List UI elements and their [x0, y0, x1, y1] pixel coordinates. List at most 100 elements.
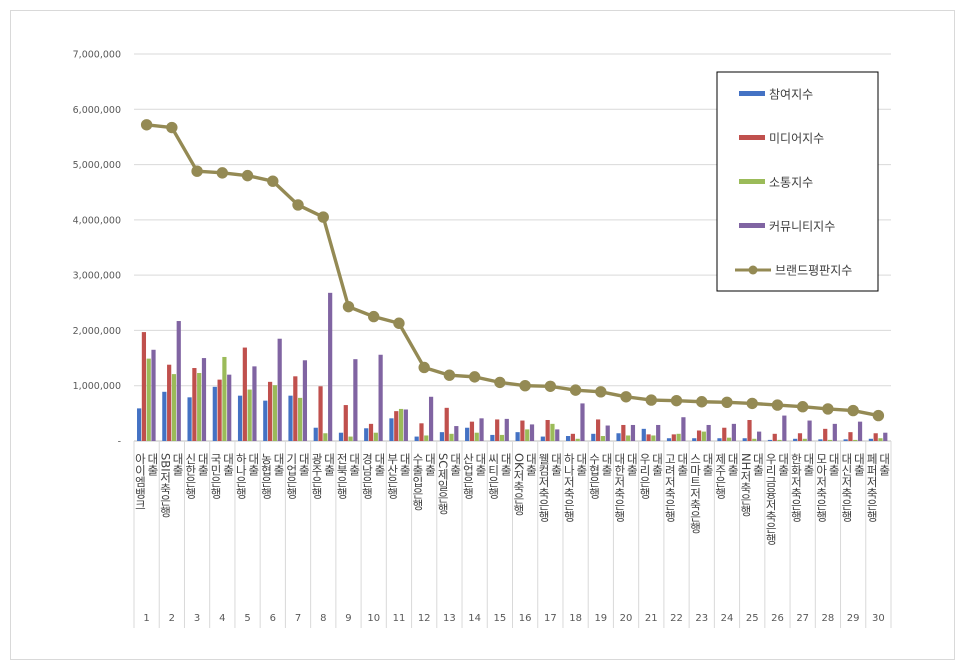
bar: [197, 372, 202, 441]
category-label-word: 고려저축은행: [663, 453, 677, 522]
bar: [439, 432, 445, 441]
line-point: [544, 380, 557, 392]
line-point: [494, 376, 506, 389]
bar: [419, 423, 424, 441]
bar: [681, 417, 686, 441]
bar: [540, 436, 545, 441]
bar: [348, 436, 353, 441]
category-label-word: 웰컴저축은행: [537, 453, 551, 522]
bar: [671, 434, 676, 441]
bar: [428, 396, 434, 441]
line-point: [241, 169, 254, 182]
rank-label: 19: [594, 613, 607, 624]
y-tick-label: 6,000,000: [73, 105, 121, 116]
bar: [706, 424, 711, 441]
rank-label: 5: [244, 613, 250, 624]
category-label-word: NH저축은행: [739, 453, 753, 516]
line-point: [267, 175, 279, 187]
category-label-word: 모아저축은행: [815, 453, 829, 522]
bar: [389, 418, 394, 441]
category-label-word: 아이엠뱅크: [133, 453, 147, 511]
category-label-word: 대출: [701, 453, 715, 476]
bar: [353, 359, 358, 441]
bar: [717, 438, 722, 441]
line-point: [216, 167, 229, 179]
y-tick-label: 2,000,000: [73, 326, 121, 337]
rank-label: 13: [443, 613, 456, 624]
rank-label: 30: [872, 613, 885, 624]
category-label-word: SC제일은행: [436, 453, 450, 514]
category-label-word: 우리은행: [638, 453, 652, 499]
category-label-word: 수출입은행: [411, 453, 425, 511]
bar: [515, 432, 520, 441]
rank-label: 8: [320, 613, 326, 624]
legend-item: 소통지수: [739, 176, 813, 190]
category-label-word: 대출: [651, 453, 665, 476]
bar: [227, 374, 232, 441]
line-point: [443, 369, 456, 381]
bar: [726, 437, 732, 441]
category-label-word: 대출: [171, 453, 185, 476]
legend-swatch: [739, 223, 765, 228]
rank-label: 14: [468, 613, 481, 624]
rank-label: 3: [194, 613, 200, 624]
rank-label: 2: [169, 613, 175, 624]
bar: [267, 381, 273, 441]
bar: [323, 433, 328, 441]
rank-label: 21: [645, 613, 658, 624]
line-point: [368, 310, 380, 323]
category-label-word: 대출: [449, 453, 463, 476]
category-label-word: 대출: [297, 453, 311, 476]
chart-svg: - 1,000,000 2,000,000 3,000,000 4,000,000 5,0…: [73, 50, 892, 628]
bar: [752, 438, 757, 441]
bar: [187, 397, 192, 441]
rank-label: 17: [544, 613, 557, 624]
bar: [263, 400, 268, 441]
bar: [328, 292, 333, 441]
bar: [252, 366, 257, 441]
bar: [222, 356, 227, 441]
bar: [277, 338, 282, 441]
rank-label: 23: [695, 613, 708, 624]
bar: [288, 395, 293, 441]
bar: [823, 428, 828, 441]
line-point: [140, 119, 153, 131]
bar: [414, 436, 419, 441]
bar: [454, 426, 459, 441]
line-point: [292, 199, 304, 211]
line-point: [620, 391, 632, 403]
bar: [701, 431, 706, 441]
line-point: [569, 384, 582, 396]
bar: [832, 423, 837, 441]
bar: [338, 432, 344, 441]
bar: [545, 419, 550, 441]
bar: [167, 364, 172, 441]
rank-label: 27: [796, 613, 809, 624]
bar: [848, 432, 853, 441]
bar: [767, 439, 773, 441]
bar: [525, 429, 530, 441]
category-label-word: 대신저축은행: [840, 453, 854, 522]
bar: [555, 429, 560, 441]
bar: [490, 434, 495, 441]
bar: [137, 408, 142, 441]
category-label-word: 대출: [423, 453, 437, 476]
category-label-word: 대출: [878, 453, 892, 476]
bar: [878, 438, 883, 441]
rank-label: 26: [771, 613, 784, 624]
rank-label: 28: [822, 613, 835, 624]
rank-label: 1: [143, 613, 149, 624]
y-tick-label: -: [118, 437, 121, 448]
line-point: [847, 404, 859, 417]
